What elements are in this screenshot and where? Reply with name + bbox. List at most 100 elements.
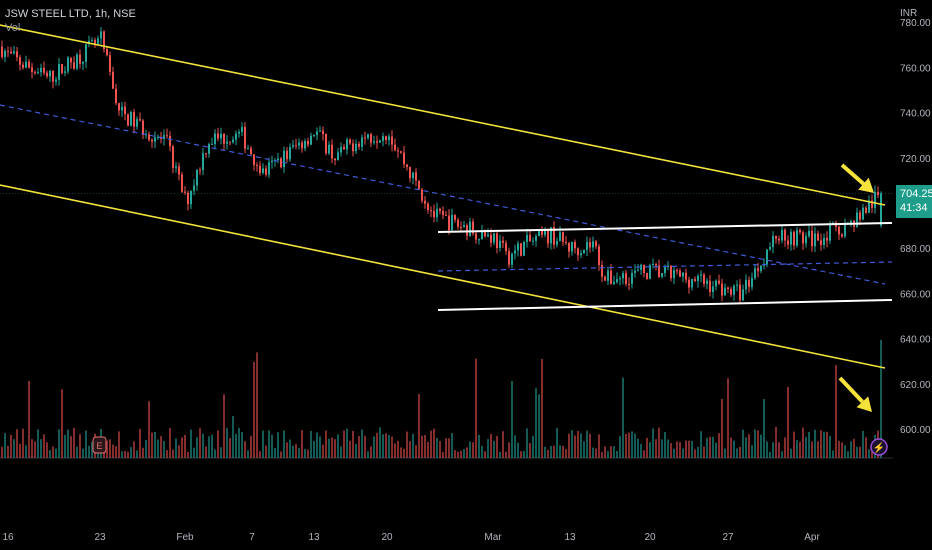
volume-bar xyxy=(466,447,468,458)
candle-body xyxy=(484,231,486,237)
candle-body xyxy=(856,212,858,227)
candle-body xyxy=(631,272,633,284)
candle-body xyxy=(331,144,333,159)
volume-bar xyxy=(583,441,585,458)
volume-bar xyxy=(418,393,420,458)
volume-bar xyxy=(733,440,735,458)
volume-bar xyxy=(163,441,165,458)
candle-body xyxy=(43,67,45,73)
volume-bar xyxy=(181,437,183,458)
x-tick-label: 20 xyxy=(644,532,656,543)
volume-bar xyxy=(379,427,381,458)
candle-body xyxy=(319,130,321,132)
candle-body xyxy=(868,200,870,213)
candle-body xyxy=(808,230,810,237)
volume-bar xyxy=(784,437,786,458)
candle-body xyxy=(874,191,876,208)
candle-body xyxy=(124,106,126,115)
candle-body xyxy=(373,141,375,143)
volume-bar xyxy=(370,446,372,458)
volume-bar xyxy=(190,429,192,458)
candle-body xyxy=(241,127,243,132)
volume-bar xyxy=(559,445,561,458)
volume-bar xyxy=(280,451,282,458)
volume-bar xyxy=(295,444,297,458)
candle-body xyxy=(556,241,558,245)
volume-bar xyxy=(832,450,834,458)
symbol-title[interactable]: JSW STEEL LTD, 1h, NSE xyxy=(5,8,136,20)
volume-bar xyxy=(859,446,861,458)
volume-bar xyxy=(712,436,714,458)
candle-body xyxy=(13,51,15,54)
volume-bar xyxy=(811,441,813,458)
candle-body xyxy=(871,200,873,208)
volume-bar xyxy=(757,430,759,458)
volume-bar xyxy=(130,446,132,458)
candle-body xyxy=(439,208,441,212)
candle-body xyxy=(475,233,477,240)
volume-bar xyxy=(421,435,423,458)
volume-bar xyxy=(64,434,66,458)
volume-bar xyxy=(499,451,501,458)
candle-body xyxy=(769,247,771,250)
candle-body xyxy=(859,212,861,220)
volume-bar xyxy=(724,448,726,458)
candle-body xyxy=(370,134,372,143)
candle-body xyxy=(394,144,396,151)
volume-bar xyxy=(565,449,567,458)
volume-bar xyxy=(127,451,129,458)
volume-bar xyxy=(85,430,87,458)
candle-body xyxy=(280,158,282,168)
volume-bar xyxy=(334,439,336,458)
volume-bar xyxy=(799,441,801,458)
dividend-flash-icon xyxy=(870,438,888,456)
candle-body xyxy=(127,114,129,126)
volume-bar xyxy=(271,434,273,458)
volume-bar xyxy=(805,436,807,458)
volume-bar xyxy=(19,443,21,458)
volume-legend[interactable]: Vol xyxy=(5,22,21,34)
candle-body xyxy=(304,140,306,149)
volume-bar xyxy=(427,441,429,458)
candle-body xyxy=(820,240,822,245)
candle-body xyxy=(79,54,81,64)
volume-bar xyxy=(673,448,675,458)
candle-body xyxy=(298,142,300,146)
candle-body xyxy=(349,139,351,144)
candle-body xyxy=(382,136,384,141)
candle-body xyxy=(292,145,294,147)
volume-bar xyxy=(259,451,261,458)
candle-body xyxy=(316,131,318,136)
volume-bar xyxy=(496,435,498,458)
volume-bar xyxy=(115,446,117,458)
candle-body xyxy=(697,275,699,281)
candle-body xyxy=(403,152,405,165)
candle-body xyxy=(790,231,792,245)
volume-bar xyxy=(577,430,579,458)
candle-body xyxy=(661,273,663,277)
volume-bar xyxy=(235,433,237,458)
candle-body xyxy=(22,64,24,68)
candle-body xyxy=(646,272,648,279)
candle-body xyxy=(760,265,762,271)
y-tick-label: 740.00 xyxy=(900,109,931,120)
candle-body xyxy=(442,211,444,215)
volume-bar xyxy=(544,446,546,458)
volume-bar xyxy=(265,445,267,458)
earnings-marker-icon xyxy=(92,436,107,454)
volume-bar xyxy=(721,398,723,458)
candle-body xyxy=(100,31,102,39)
volume-bar xyxy=(607,451,609,458)
volume-bar xyxy=(781,451,783,458)
candle-body xyxy=(355,143,357,152)
candle-body xyxy=(589,242,591,248)
volume-bar xyxy=(820,430,822,458)
y-tick-label: 600.00 xyxy=(900,425,931,436)
volume-bar xyxy=(67,429,69,458)
volume-bar xyxy=(796,440,798,458)
volume-bar xyxy=(202,433,204,458)
candle-body xyxy=(526,234,528,242)
candle-body xyxy=(766,249,768,265)
candle-body xyxy=(214,133,216,144)
